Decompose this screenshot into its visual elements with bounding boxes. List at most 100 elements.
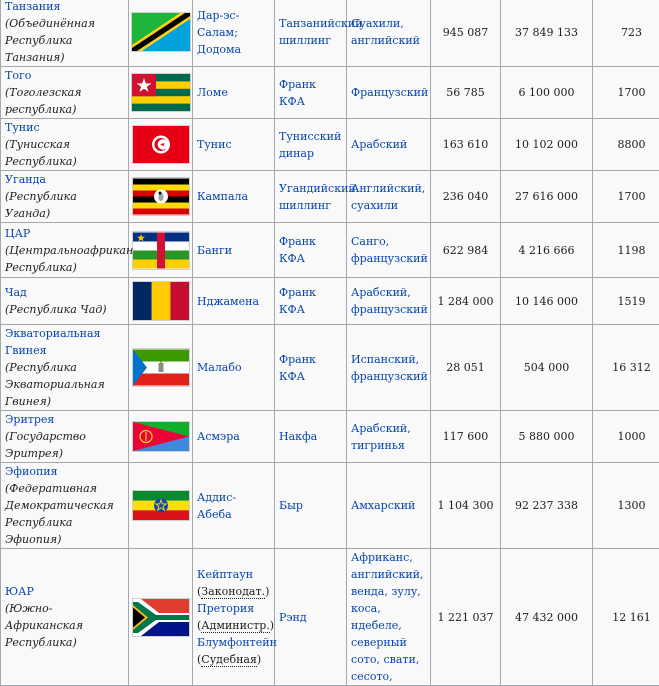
currency-cell: Франк КФА <box>275 67 347 119</box>
currency-cell: Тунисский динар <box>275 119 347 171</box>
ethiopia-flag[interactable] <box>132 490 190 521</box>
table-row: Эритрея(Государство Эритрея) Асмэра Накф… <box>1 411 659 463</box>
language-link[interactable]: Арабский, французский <box>351 286 428 316</box>
currency-cell: Танзанийский шиллинг <box>275 0 347 67</box>
country-link[interactable]: ЮАР <box>5 585 34 598</box>
language-cell: Французский <box>347 67 431 119</box>
language-link[interactable]: Арабский <box>351 138 407 151</box>
equatorial-guinea-flag[interactable] <box>132 348 190 387</box>
capital-link[interactable]: Кампала <box>197 190 248 203</box>
flag-cell <box>129 549 193 686</box>
car-flag[interactable] <box>132 231 190 270</box>
country-cell: Эритрея(Государство Эритрея) <box>1 411 129 463</box>
capital-link[interactable]: Малабо <box>197 361 242 374</box>
table-row: Того (Тоголезская республика) Ломе Франк … <box>1 67 659 119</box>
capital-link[interactable]: Кейптаун <box>197 566 270 583</box>
area-cell: 1 104 300 <box>431 463 501 549</box>
country-cell: Экваториальная Гвинея (Республика Экватор… <box>1 325 129 411</box>
area-cell: 56 785 <box>431 67 501 119</box>
table-row: Уганда(Республика Уганда) Кампала Уганди… <box>1 171 659 223</box>
gdp-cell: 1700 <box>593 67 659 119</box>
capital-link[interactable]: Претория <box>197 600 270 617</box>
capital-cell: Малабо <box>193 325 275 411</box>
country-link[interactable]: Тунис <box>5 121 40 134</box>
language-cell: Африканс, английский, венда, зулу, коса,… <box>347 549 431 686</box>
area-cell: 945 087 <box>431 0 501 67</box>
currency-link[interactable]: Рэнд <box>279 611 307 624</box>
currency-cell: Накфа <box>275 411 347 463</box>
currency-link[interactable]: Накфа <box>279 430 317 443</box>
language-link[interactable]: Арабский, тигринья <box>351 422 411 452</box>
country-link[interactable]: Экваториальная Гвинея <box>5 327 101 357</box>
south-africa-flag[interactable] <box>132 598 190 637</box>
language-link[interactable]: Африканс, английский, венда, зулу, коса,… <box>351 551 424 683</box>
flag-cell <box>129 223 193 278</box>
country-cell: ЦАР(Центральноафриканская Республика) <box>1 223 129 278</box>
currency-link[interactable]: Франк КФА <box>279 78 316 108</box>
tanzania-flag[interactable] <box>131 12 191 52</box>
country-link[interactable]: Эритрея <box>5 413 54 426</box>
country-full-name: (Южно-Африканская Республика) <box>5 602 83 649</box>
language-link[interactable]: Амхарский <box>351 499 415 512</box>
gdp-cell: 1519 <box>593 278 659 325</box>
country-link[interactable]: Танзания <box>5 0 60 13</box>
capital-link[interactable]: Тунис <box>197 138 232 151</box>
capital-link[interactable]: Ломе <box>197 86 228 99</box>
table-row: Тунис(Тунисская Республика) Тунис Тунисс… <box>1 119 659 171</box>
currency-link[interactable]: Угандийский шиллинг <box>279 182 356 212</box>
language-link[interactable]: Суахили, английский <box>351 17 420 47</box>
country-link[interactable]: ЦАР <box>5 227 30 240</box>
country-link[interactable]: Чад <box>5 286 27 299</box>
capital-link[interactable]: Банги <box>197 244 232 257</box>
language-link[interactable]: Санго, французский <box>351 235 428 265</box>
capital-link[interactable]: Асмэра <box>197 430 240 443</box>
capital-cell: Кейптаун (Законодат.) Претория (Админист… <box>193 549 275 686</box>
flag-cell <box>129 325 193 411</box>
table-row: Чад(Республика Чад) Нджамена Франк КФА А… <box>1 278 659 325</box>
country-link[interactable]: Уганда <box>5 173 46 186</box>
capital-link[interactable]: Нджамена <box>197 295 259 308</box>
currency-link[interactable]: Франк КФА <box>279 353 316 383</box>
togo-flag[interactable] <box>131 73 191 112</box>
currency-cell: Франк КФА <box>275 325 347 411</box>
capital-link[interactable]: Блумфонтейн <box>197 634 270 651</box>
capital-cell: Дар-эс-Салам; Додома <box>193 0 275 67</box>
area-cell: 117 600 <box>431 411 501 463</box>
capital-role[interactable]: Администр. <box>201 619 269 633</box>
eritrea-flag[interactable] <box>132 421 190 452</box>
country-full-name: (Республика Экваториальная Гвинея) <box>5 361 105 408</box>
capital-link[interactable]: Аддис-Абеба <box>197 491 236 521</box>
gdp-cell: 1000 <box>593 411 659 463</box>
country-link[interactable]: Эфиопия <box>5 465 58 478</box>
area-cell: 1 284 000 <box>431 278 501 325</box>
language-link[interactable]: Испанский, французский <box>351 353 428 383</box>
country-full-name: (Тоголезская республика) <box>5 86 82 116</box>
area-cell: 28 051 <box>431 325 501 411</box>
language-cell: Арабский, тигринья <box>347 411 431 463</box>
population-cell: 4 216 666 <box>501 223 593 278</box>
currency-link[interactable]: Тунисский динар <box>279 130 341 160</box>
flag-cell <box>129 411 193 463</box>
country-cell: Танзания(Объединённая Республика Танзани… <box>1 0 129 67</box>
uganda-flag[interactable] <box>132 177 190 216</box>
capital-role[interactable]: Законодат. <box>201 585 265 599</box>
language-cell: Суахили, английский <box>347 0 431 67</box>
currency-cell: Франк КФА <box>275 223 347 278</box>
currency-link[interactable]: Франк КФА <box>279 235 316 265</box>
currency-link[interactable]: Быр <box>279 499 303 512</box>
country-cell: Чад(Республика Чад) <box>1 278 129 325</box>
gdp-cell: 16 312 <box>593 325 659 411</box>
capital-role[interactable]: Судебная <box>201 653 257 667</box>
capital-cell: Асмэра <box>193 411 275 463</box>
language-cell: Английский, суахили <box>347 171 431 223</box>
capital-link[interactable]: Дар-эс-Салам; Додома <box>197 9 241 56</box>
tunisia-flag[interactable] <box>132 125 190 164</box>
chad-flag[interactable] <box>132 281 190 321</box>
capital-cell: Банги <box>193 223 275 278</box>
capital-cell: Нджамена <box>193 278 275 325</box>
currency-link[interactable]: Франк КФА <box>279 286 316 316</box>
country-link[interactable]: Того <box>5 69 31 82</box>
language-link[interactable]: Английский, суахили <box>351 182 425 212</box>
language-link[interactable]: Французский <box>351 86 428 99</box>
country-cell: Тунис(Тунисская Республика) <box>1 119 129 171</box>
